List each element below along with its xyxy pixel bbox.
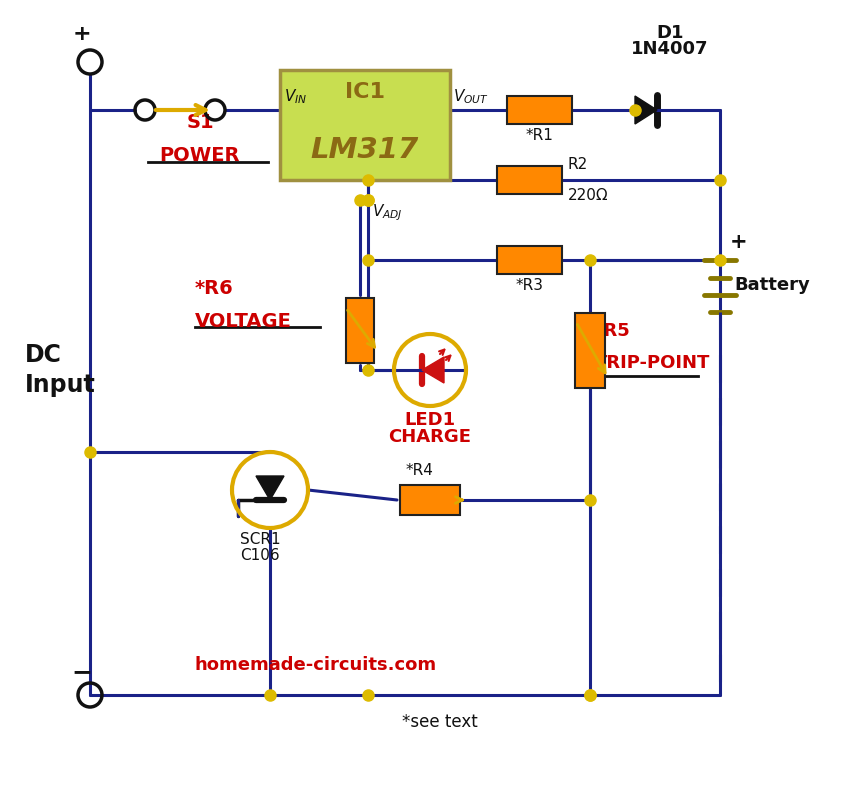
Text: C106: C106 xyxy=(240,548,280,563)
Polygon shape xyxy=(256,476,284,500)
Text: *R5: *R5 xyxy=(595,322,631,340)
Text: DC
Input: DC Input xyxy=(25,343,96,397)
Text: S1: S1 xyxy=(186,113,213,132)
Bar xyxy=(346,298,374,362)
Text: $V_{OUT}$: $V_{OUT}$ xyxy=(453,87,488,106)
Text: IC1: IC1 xyxy=(345,82,385,102)
Text: *R4: *R4 xyxy=(406,463,434,478)
Text: +: + xyxy=(730,232,747,252)
Text: +: + xyxy=(73,24,92,44)
Bar xyxy=(575,313,605,387)
FancyBboxPatch shape xyxy=(280,70,450,180)
Text: VOLTAGE: VOLTAGE xyxy=(195,312,292,331)
Text: −: − xyxy=(71,660,93,684)
Text: *see text: *see text xyxy=(402,713,478,731)
Text: LED1: LED1 xyxy=(405,411,456,429)
Bar xyxy=(507,96,572,124)
Text: *R6: *R6 xyxy=(195,279,234,298)
Text: CHARGE: CHARGE xyxy=(388,428,471,446)
Text: D1: D1 xyxy=(656,24,684,42)
Polygon shape xyxy=(422,357,444,383)
Text: 1N4007: 1N4007 xyxy=(632,40,709,58)
Text: R2: R2 xyxy=(568,157,588,172)
Text: homemade-circuits.com: homemade-circuits.com xyxy=(195,656,437,674)
Text: LM317: LM317 xyxy=(311,136,419,164)
Text: $V_{ADJ}$: $V_{ADJ}$ xyxy=(372,202,403,222)
Text: *R1: *R1 xyxy=(526,128,554,143)
Text: TRIP-POINT: TRIP-POINT xyxy=(595,354,710,372)
Text: 220Ω: 220Ω xyxy=(568,188,608,203)
Polygon shape xyxy=(635,96,657,124)
Bar xyxy=(498,246,562,274)
Text: Battery: Battery xyxy=(734,276,810,294)
Bar xyxy=(498,166,562,194)
Text: SCR1: SCR1 xyxy=(240,532,280,547)
Bar xyxy=(400,485,460,515)
Text: $V_{IN}$: $V_{IN}$ xyxy=(284,87,308,106)
Text: POWER: POWER xyxy=(159,146,240,165)
Text: *R3: *R3 xyxy=(516,278,544,293)
